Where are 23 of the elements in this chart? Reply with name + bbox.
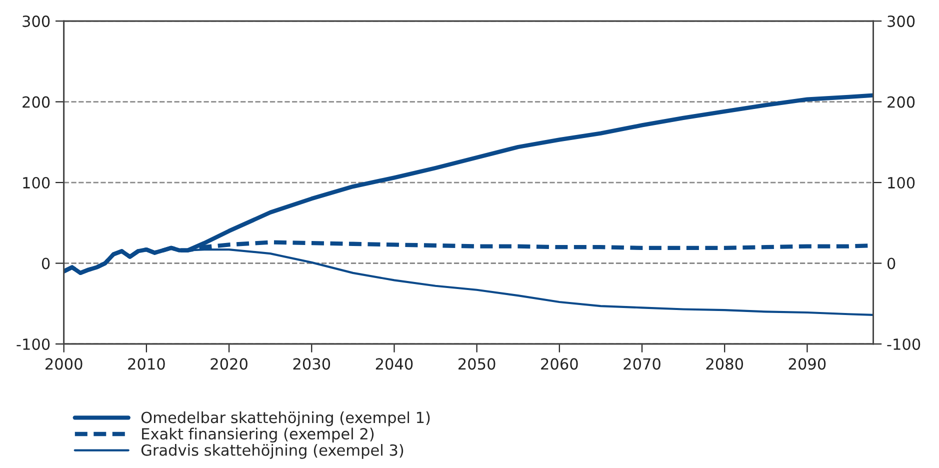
y-tick-label: 0 xyxy=(42,258,50,270)
y2-tick-label: 0 xyxy=(887,258,896,270)
legend-label: Gradvis skattehöjning (exempel 3) xyxy=(141,444,404,459)
y2-tick-label: 300 xyxy=(888,16,915,28)
y2-tick-label: -100 xyxy=(887,338,920,350)
x-tick-label: 2090 xyxy=(788,358,826,370)
legend-label: Omedelbar skattehöjning (exempel 1) xyxy=(141,411,430,426)
x-tick-label: 2060 xyxy=(541,358,578,370)
y2-tick-label: 200 xyxy=(888,96,915,108)
y-tick-label: 200 xyxy=(22,96,50,108)
y2-tick-label: 100 xyxy=(888,176,915,189)
x-tick-label: 2070 xyxy=(624,358,660,370)
legend-label: Exakt finansiering (exempel 2) xyxy=(142,428,374,443)
y-tick-label: -100 xyxy=(16,338,50,350)
y-tick-label: 100 xyxy=(23,176,50,189)
x-tick-label: 2010 xyxy=(128,358,165,370)
y-tick-label: 300 xyxy=(22,16,50,28)
x-tick-label: 2000 xyxy=(46,358,82,370)
x-tick-label: 2050 xyxy=(458,358,496,370)
x-tick-label: 2080 xyxy=(706,358,744,370)
x-tick-label: 2040 xyxy=(376,358,413,370)
x-tick-label: 2030 xyxy=(293,358,330,370)
x-tick-label: 2020 xyxy=(210,358,248,370)
